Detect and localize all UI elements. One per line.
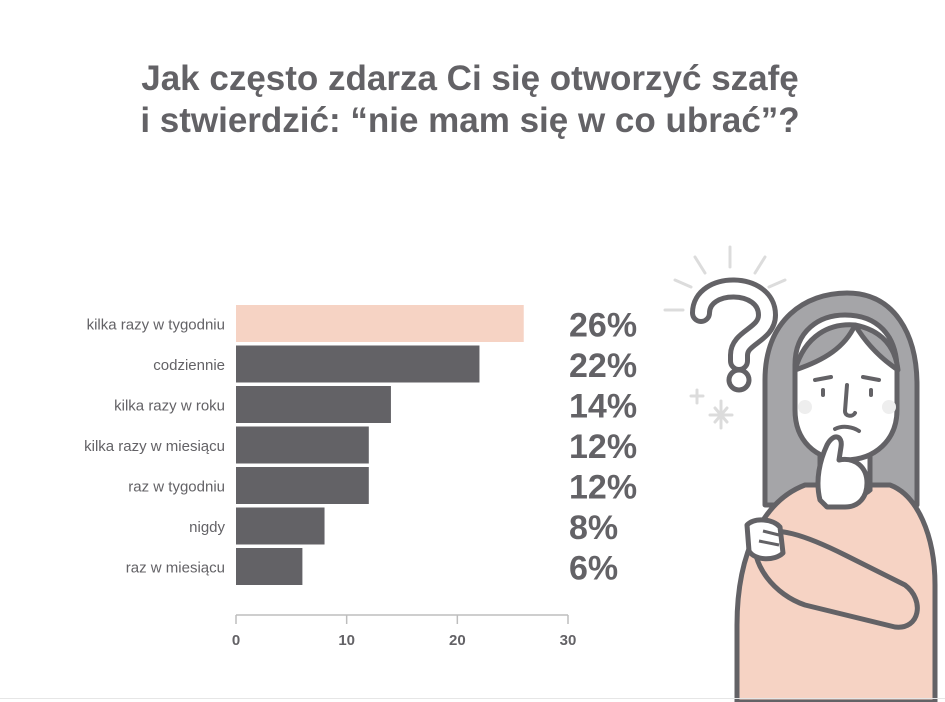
value-label-2: 22% (569, 347, 637, 385)
bottom-divider (0, 698, 945, 699)
x-tick-label-30: 30 (560, 632, 577, 649)
arm (751, 528, 920, 630)
bar-6 (236, 507, 325, 545)
bar-1 (236, 305, 524, 342)
thinking-woman-illustration (663, 245, 938, 702)
sparkle-stars (689, 388, 734, 430)
bar-3 (236, 386, 391, 423)
x-tick-label-0: 0 (232, 632, 240, 649)
bar-7 (236, 548, 303, 585)
x-tick-label-10: 10 (338, 632, 355, 649)
bar-5 (236, 467, 369, 504)
bar-4 (236, 426, 369, 464)
category-label-4: kilka razy w miesiącu (84, 438, 225, 455)
value-label-6: 8% (569, 509, 618, 547)
value-label-4: 12% (569, 428, 637, 466)
category-label-6: nigdy (189, 519, 225, 536)
title-line-2: i stwierdzić: “nie mam się w co ubrać”? (140, 101, 800, 140)
category-label-2: codziennie (153, 357, 225, 374)
title-line-1: Jak często zdarza Ci się otworzyć szafę (141, 59, 799, 98)
value-label-7: 6% (569, 550, 618, 588)
category-label-7: raz w miesiącu (126, 560, 225, 577)
bar-2 (236, 345, 480, 383)
category-label-1: kilka razy w tygodniu (87, 317, 225, 334)
hand (815, 434, 870, 510)
sparkle-rays (663, 245, 787, 312)
value-label-3: 14% (569, 388, 637, 426)
category-label-5: raz w tygodniu (128, 479, 225, 496)
value-label-1: 26% (569, 307, 637, 345)
chart-title: Jak często zdarza Ci się otworzyć szafę … (40, 58, 900, 142)
value-label-5: 12% (569, 469, 637, 507)
x-tick-label-20: 20 (449, 632, 466, 649)
category-label-3: kilka razy w roku (114, 398, 225, 415)
